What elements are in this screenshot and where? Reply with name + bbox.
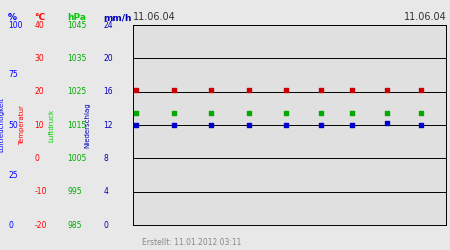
Point [245, 88, 252, 92]
Text: 30: 30 [34, 54, 44, 63]
Point [207, 110, 215, 114]
Text: 11.06.04: 11.06.04 [404, 12, 446, 22]
Text: 20: 20 [104, 54, 113, 63]
Text: 11.06.04: 11.06.04 [133, 12, 176, 22]
Text: 40: 40 [34, 20, 44, 30]
Text: Erstellt: 11.01.2012 03:11: Erstellt: 11.01.2012 03:11 [142, 238, 241, 247]
Text: Luftdruck: Luftdruck [49, 108, 55, 142]
Point [418, 123, 425, 127]
Point [245, 123, 252, 127]
Point [418, 110, 425, 114]
Text: 75: 75 [8, 70, 18, 80]
Point [383, 120, 391, 124]
Point [349, 123, 356, 127]
Text: Niederschlag: Niederschlag [85, 102, 91, 148]
Point [170, 110, 177, 114]
Text: 25: 25 [8, 170, 18, 179]
Point [317, 88, 324, 92]
Point [418, 88, 425, 92]
Text: 0: 0 [8, 220, 13, 230]
Point [383, 110, 391, 114]
Text: °C: °C [34, 14, 45, 22]
Point [207, 88, 215, 92]
Point [132, 123, 140, 127]
Text: 20: 20 [34, 87, 44, 96]
Point [283, 110, 290, 114]
Point [245, 110, 252, 114]
Text: 24: 24 [104, 20, 113, 30]
Text: -10: -10 [34, 187, 47, 196]
Text: 995: 995 [68, 187, 82, 196]
Point [283, 123, 290, 127]
Text: 8: 8 [104, 154, 108, 163]
Text: %: % [8, 14, 17, 22]
Text: 100: 100 [8, 20, 22, 30]
Text: 16: 16 [104, 87, 113, 96]
Text: Luftfeuchtigkeit: Luftfeuchtigkeit [0, 98, 4, 152]
Point [132, 88, 140, 92]
Text: 1035: 1035 [68, 54, 87, 63]
Point [283, 88, 290, 92]
Text: Temperatur: Temperatur [19, 105, 26, 145]
Text: 985: 985 [68, 220, 82, 230]
Text: 10: 10 [34, 120, 44, 130]
Point [383, 88, 391, 92]
Point [317, 110, 324, 114]
Text: 1025: 1025 [68, 87, 87, 96]
Text: 1005: 1005 [68, 154, 87, 163]
Point [317, 123, 324, 127]
Text: mm/h: mm/h [104, 14, 132, 22]
Text: hPa: hPa [68, 14, 86, 22]
Text: -20: -20 [34, 220, 47, 230]
Point [132, 110, 140, 114]
Text: 0: 0 [34, 154, 39, 163]
Point [170, 88, 177, 92]
Text: 12: 12 [104, 120, 113, 130]
Point [349, 88, 356, 92]
Point [207, 123, 215, 127]
Text: 50: 50 [8, 120, 18, 130]
Text: 4: 4 [104, 187, 108, 196]
Text: 0: 0 [104, 220, 108, 230]
Text: 1045: 1045 [68, 20, 87, 30]
Point [349, 110, 356, 114]
Text: 1015: 1015 [68, 120, 87, 130]
Point [170, 123, 177, 127]
